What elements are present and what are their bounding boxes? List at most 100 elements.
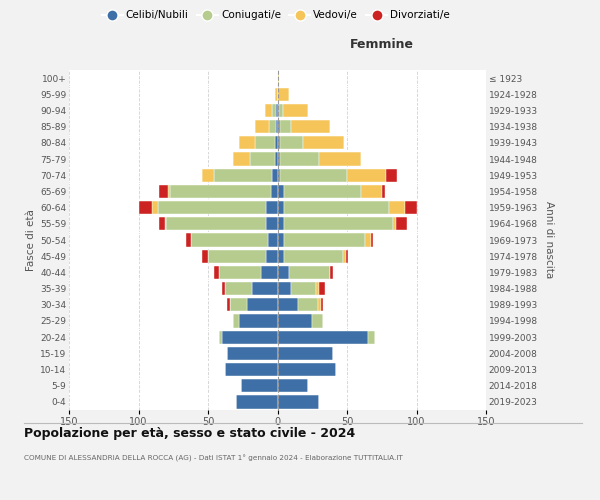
Bar: [389, 201, 406, 214]
Bar: [283, 104, 308, 117]
Bar: [158, 201, 266, 214]
Bar: [165, 217, 166, 230]
Bar: [319, 152, 361, 166]
Bar: [302, 136, 344, 149]
Bar: [230, 298, 247, 312]
Bar: [268, 234, 277, 246]
Bar: [318, 298, 320, 312]
Legend: Celibi/Nubili, Coniugati/e, Vedovi/e, Divorziati/e: Celibi/Nubili, Coniugati/e, Vedovi/e, Di…: [102, 10, 450, 20]
Bar: [191, 234, 268, 246]
Bar: [347, 168, 386, 182]
Bar: [202, 250, 208, 263]
Bar: [277, 72, 279, 85]
Bar: [292, 120, 331, 134]
Bar: [222, 330, 277, 344]
Bar: [224, 363, 277, 376]
Bar: [275, 88, 277, 101]
Bar: [284, 185, 361, 198]
Bar: [214, 266, 219, 279]
Bar: [275, 136, 277, 149]
Bar: [395, 217, 407, 230]
Bar: [186, 234, 191, 246]
Bar: [208, 250, 266, 263]
Bar: [272, 168, 277, 182]
Bar: [284, 234, 365, 246]
Bar: [277, 298, 298, 312]
Bar: [277, 250, 284, 263]
Bar: [250, 152, 275, 166]
Y-axis label: Fasce di età: Fasce di età: [26, 209, 36, 271]
Bar: [166, 217, 266, 230]
Bar: [280, 168, 347, 182]
Bar: [202, 168, 214, 182]
Bar: [236, 396, 277, 408]
Bar: [277, 152, 280, 166]
Bar: [277, 282, 292, 295]
Bar: [284, 217, 393, 230]
Bar: [233, 152, 250, 166]
Bar: [406, 201, 416, 214]
Bar: [152, 201, 158, 214]
Bar: [343, 250, 346, 263]
Bar: [219, 330, 222, 344]
Y-axis label: Anni di nascita: Anni di nascita: [544, 202, 554, 278]
Bar: [276, 120, 277, 134]
Bar: [139, 201, 152, 214]
Bar: [277, 217, 284, 230]
Bar: [312, 314, 323, 328]
Bar: [346, 250, 349, 263]
Bar: [277, 168, 280, 182]
Bar: [289, 266, 331, 279]
Bar: [365, 234, 371, 246]
Bar: [227, 346, 277, 360]
Bar: [266, 217, 277, 230]
Bar: [227, 298, 230, 312]
Bar: [316, 282, 319, 295]
Bar: [266, 201, 277, 214]
Bar: [280, 152, 319, 166]
Bar: [275, 152, 277, 166]
Bar: [170, 185, 271, 198]
Bar: [382, 185, 385, 198]
Bar: [261, 266, 277, 279]
Bar: [277, 201, 284, 214]
Bar: [239, 314, 277, 328]
Bar: [239, 136, 255, 149]
Bar: [276, 104, 277, 117]
Bar: [233, 314, 239, 328]
Bar: [266, 250, 277, 263]
Bar: [277, 88, 289, 101]
Bar: [277, 234, 284, 246]
Bar: [224, 282, 253, 295]
Bar: [241, 379, 277, 392]
Bar: [277, 120, 280, 134]
Bar: [277, 314, 312, 328]
Bar: [277, 346, 333, 360]
Bar: [280, 120, 292, 134]
Bar: [160, 185, 167, 198]
Bar: [277, 104, 279, 117]
Bar: [320, 298, 323, 312]
Text: Femmine: Femmine: [350, 38, 414, 52]
Bar: [386, 168, 397, 182]
Bar: [368, 330, 375, 344]
Bar: [167, 185, 170, 198]
Bar: [279, 104, 283, 117]
Bar: [277, 330, 368, 344]
Bar: [271, 185, 277, 198]
Bar: [222, 282, 224, 295]
Bar: [277, 379, 308, 392]
Bar: [277, 136, 280, 149]
Bar: [280, 136, 302, 149]
Bar: [265, 104, 272, 117]
Bar: [269, 120, 276, 134]
Bar: [319, 282, 325, 295]
Bar: [361, 185, 382, 198]
Bar: [277, 185, 284, 198]
Bar: [277, 363, 336, 376]
Bar: [298, 298, 318, 312]
Bar: [255, 120, 269, 134]
Bar: [253, 282, 277, 295]
Bar: [284, 201, 389, 214]
Bar: [371, 234, 373, 246]
